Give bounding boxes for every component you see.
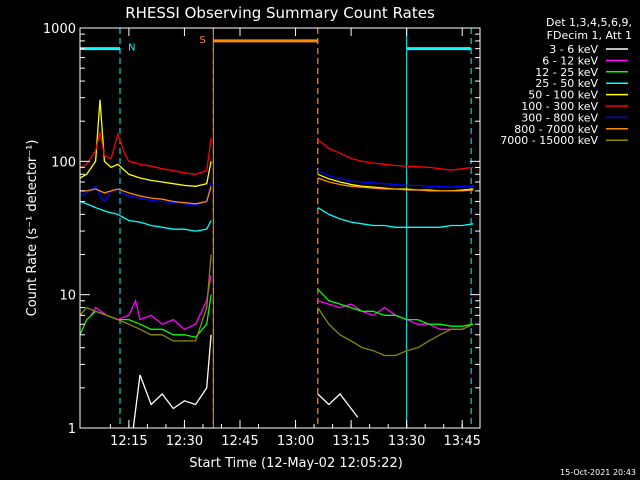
series-line-4-0 <box>79 99 212 187</box>
legend-header-line-1: Det 1,3,4,5,6,9, <box>546 16 632 29</box>
legend-label-4: 50 - 100 keV <box>528 89 598 102</box>
x-tick-label-0: 12:15 <box>110 434 147 449</box>
x-tick-label-5: 13:30 <box>388 434 425 449</box>
y-tick-label-2: 100 <box>51 155 76 170</box>
x-axis-label: Start Time (12-May-02 12:05:22) <box>189 456 403 471</box>
marker-label-1: S <box>199 35 205 46</box>
legend-label-7: 800 - 7000 keV <box>514 123 598 136</box>
x-tick-label-2: 12:45 <box>221 434 258 449</box>
legend-label-6: 300 - 800 keV <box>521 111 598 124</box>
legend-label-8: 7000 - 15000 keV <box>500 134 598 147</box>
legend-label-5: 100 - 300 keV <box>521 100 598 113</box>
footer-timestamp: 15-Oct-2021 20:43 <box>560 468 636 477</box>
x-tick-label-4: 13:15 <box>332 434 369 449</box>
series-line-6-0 <box>79 181 212 206</box>
series-line-8-1 <box>317 307 474 357</box>
series-line-5-1 <box>317 139 474 171</box>
legend-label-3: 25 - 50 keV <box>535 77 598 90</box>
series-line-5-0 <box>79 131 212 175</box>
series-line-7-0 <box>80 186 212 205</box>
series-line-3-0 <box>79 200 212 232</box>
axes: 12:15 12:30 12:45 13:00 13:15 13:30 13:45 1 10 10… <box>43 22 481 449</box>
legend-header-line-2: FDecim 1, Att 1 <box>547 29 632 42</box>
y-tick-label-3: 1000 <box>43 22 76 37</box>
y-tick-label-1: 10 <box>59 289 76 304</box>
legend-label-2: 12 - 25 keV <box>535 66 598 79</box>
chart-title: RHESSI Observing Summary Count Rates <box>125 4 435 22</box>
series-line-7-1 <box>317 177 474 192</box>
series-line-2-1 <box>317 288 474 327</box>
legend-label-1: 6 - 12 keV <box>542 54 598 67</box>
y-axis-label: Count Rate (s⁻¹ detector⁻¹) <box>25 140 40 317</box>
series-line-8-0 <box>79 254 212 342</box>
x-tick-label-6: 13:45 <box>443 434 480 449</box>
series-line-0-0 <box>132 334 212 429</box>
y-tick-label-0: 1 <box>68 422 76 437</box>
legend: Det 1,3,4,5,6,9, FDecim 1, Att 1 3 - 6 k… <box>500 16 632 147</box>
x-tick-label-1: 12:30 <box>166 434 203 449</box>
series-line-0-1 <box>317 393 359 418</box>
plot-frame <box>79 27 481 429</box>
series-line-6-1 <box>317 170 474 188</box>
legend-label-0: 3 - 6 keV <box>549 43 598 56</box>
series-line-3-1 <box>317 207 474 228</box>
x-tick-label-3: 13:00 <box>277 434 314 449</box>
marker-label-0: N <box>128 43 135 54</box>
